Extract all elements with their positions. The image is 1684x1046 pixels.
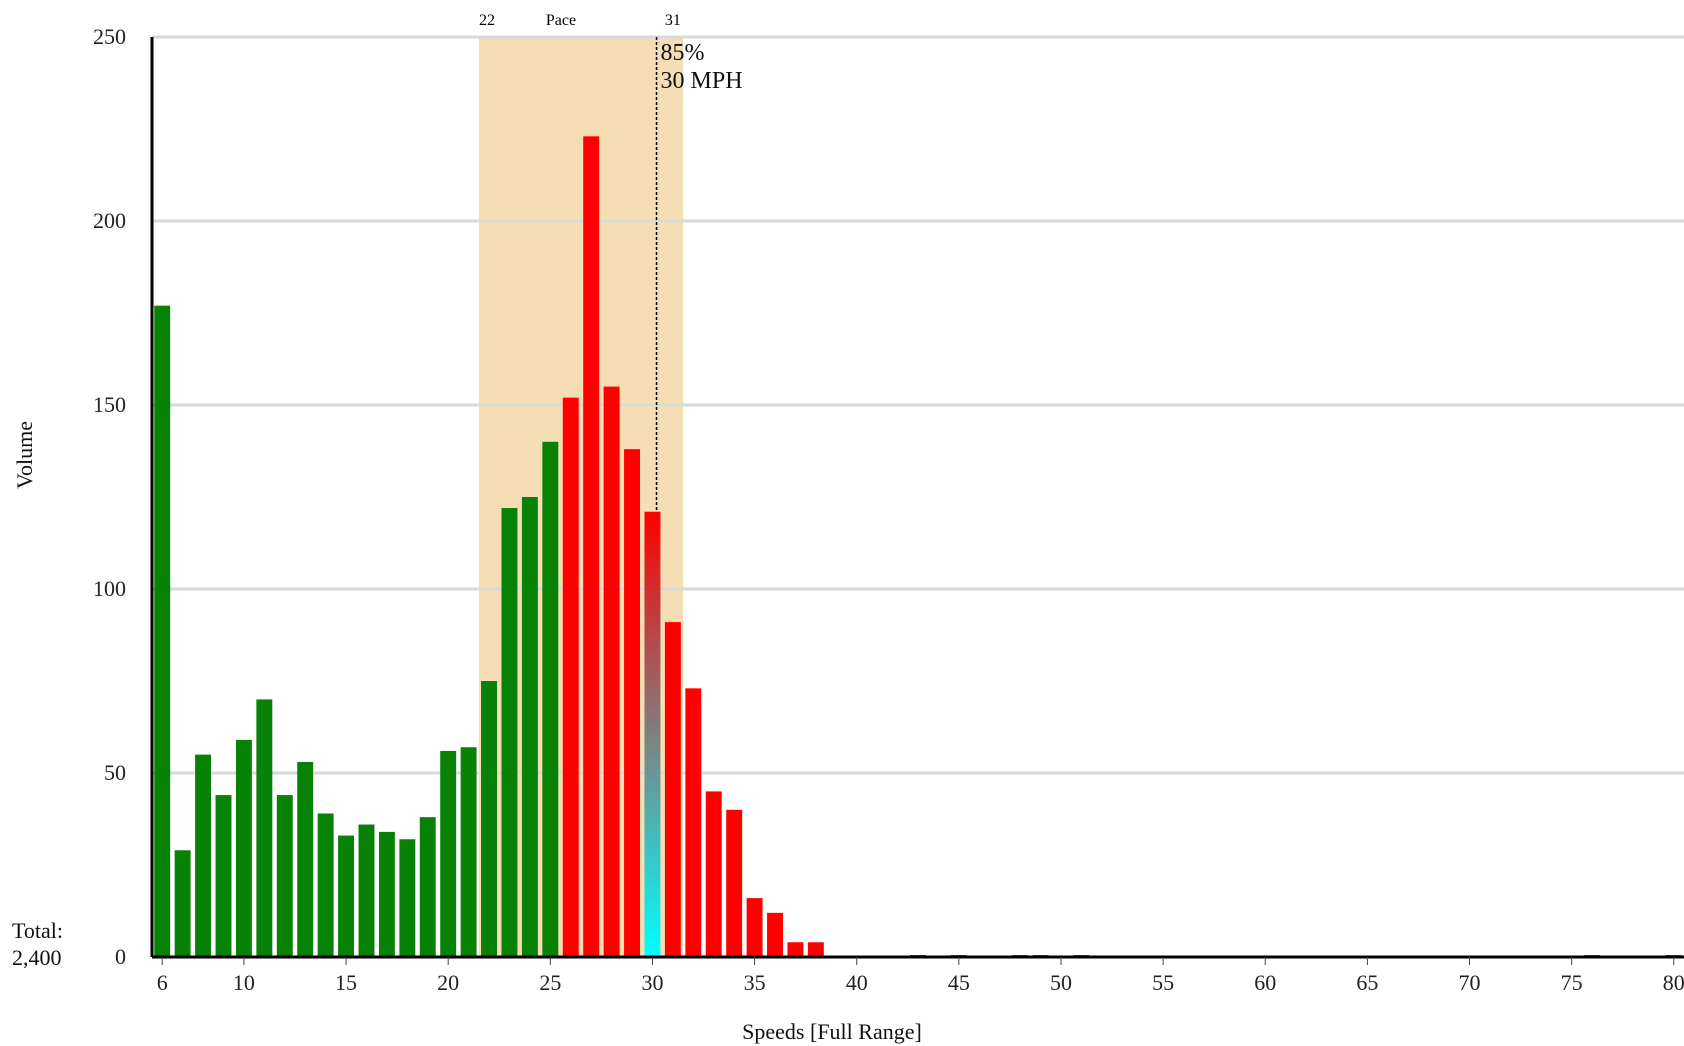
x-tick-label: 60 (1254, 970, 1276, 995)
bar (317, 813, 334, 957)
y-tick-label: 100 (93, 576, 126, 601)
bar (685, 688, 702, 957)
percentile-speed-label: 30 MPH (661, 68, 743, 94)
bar (726, 809, 743, 957)
x-tick-label: 35 (744, 970, 766, 995)
bar (154, 305, 171, 957)
bar (481, 681, 498, 957)
y-tick-label: 150 (93, 392, 126, 417)
x-tick-label: 50 (1050, 970, 1072, 995)
bar (664, 622, 681, 957)
x-tick-label: 10 (233, 970, 255, 995)
bar (807, 942, 824, 957)
x-tick-label: 25 (539, 970, 561, 995)
bar (624, 449, 640, 957)
y-axis-title: Volume (12, 421, 37, 489)
x-tick-label: 55 (1152, 970, 1174, 995)
x-tick-label: 75 (1561, 970, 1583, 995)
bar (358, 824, 375, 957)
bar (542, 441, 559, 957)
x-tick-label: 30 (641, 970, 663, 995)
percentile-label: 85% (661, 40, 705, 66)
bar (705, 791, 722, 957)
gridlines (152, 35, 1684, 775)
bar (460, 747, 477, 957)
bar (787, 942, 804, 957)
bar (338, 835, 355, 957)
bar (297, 761, 314, 957)
bar (215, 795, 232, 957)
bar (256, 699, 273, 957)
bar (399, 839, 416, 957)
bar (644, 511, 661, 957)
bar (235, 739, 252, 957)
total-value: 2,400 (12, 945, 62, 970)
x-tick-label: 15 (335, 970, 357, 995)
labels: 6 10 15 20 25 30 35 40 45 50 55 60 65 70 75 80 0 50 100 150… (93, 12, 1684, 995)
bar (501, 508, 518, 957)
y-tick-label: 200 (93, 208, 126, 233)
y-tick-label: 50 (104, 760, 126, 785)
bar (562, 397, 579, 957)
x-tick-label: 6 (157, 970, 168, 995)
bar (276, 795, 293, 957)
x-tick-label: 80 (1663, 970, 1684, 995)
axes (150, 37, 1684, 965)
bar (378, 831, 395, 957)
x-tick-label: 65 (1356, 970, 1378, 995)
bars (154, 136, 1682, 958)
bar (440, 750, 457, 957)
total-label: Total: (12, 918, 63, 943)
y-tick-label: 250 (93, 24, 126, 49)
pace-end-label: 31 (665, 12, 681, 29)
bar (583, 136, 600, 958)
bar (174, 850, 191, 957)
x-tick-label: 45 (948, 970, 970, 995)
bar (521, 497, 538, 957)
x-tick-label: 20 (437, 970, 459, 995)
bar (767, 912, 783, 957)
bar (603, 386, 620, 958)
pace-start-label: 22 (479, 12, 495, 29)
x-axis-title: Speeds [Full Range] (742, 1019, 922, 1044)
bar (419, 817, 436, 957)
pace-label: Pace (546, 12, 576, 29)
bar (195, 754, 212, 957)
x-tick-label: 40 (846, 970, 868, 995)
x-tick-label: 70 (1459, 970, 1481, 995)
bar (746, 898, 763, 957)
y-tick-label: 0 (115, 944, 126, 969)
